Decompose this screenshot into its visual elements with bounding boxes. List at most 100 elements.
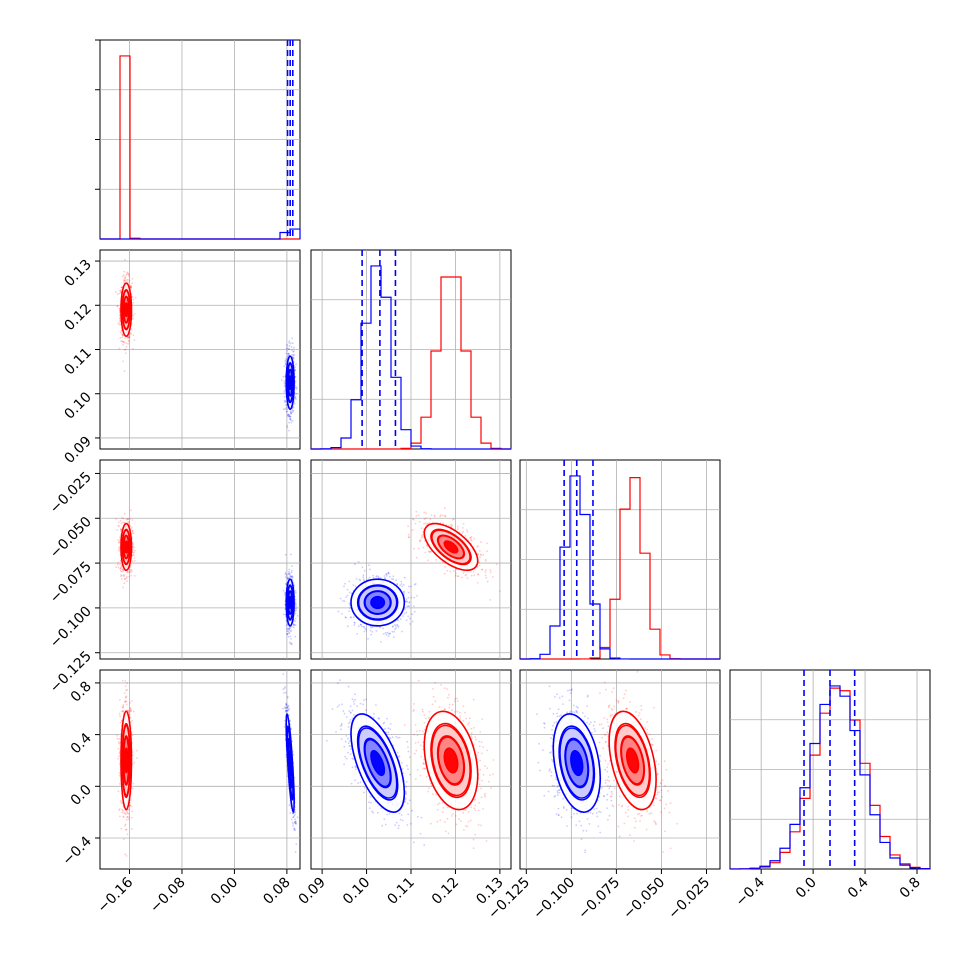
sample-point (353, 622, 356, 624)
sample-point (120, 575, 122, 578)
sample-point (121, 679, 124, 682)
sample-point (126, 517, 129, 520)
sample-point (292, 623, 295, 626)
sample-point (285, 410, 288, 413)
sample-point (118, 738, 120, 740)
sample-point (290, 638, 292, 640)
sample-point (132, 551, 134, 554)
sample-point (485, 576, 488, 579)
sample-point (283, 365, 286, 367)
sample-point (286, 577, 289, 580)
sample-point (294, 598, 297, 601)
sample-point (128, 575, 131, 578)
sample-point (449, 570, 452, 573)
sample-point (385, 573, 387, 576)
sample-point (286, 633, 289, 635)
sample-point (284, 553, 287, 556)
sample-point (424, 551, 427, 554)
sample-point (295, 605, 297, 607)
sample-point (292, 626, 295, 629)
sample-point (118, 540, 121, 543)
sample-point (469, 537, 471, 539)
sample-point (287, 628, 289, 630)
sample-point (294, 396, 296, 399)
sample-point (289, 574, 292, 577)
sample-point (121, 568, 124, 570)
panel-frame (99, 459, 301, 660)
sample-point (294, 602, 297, 605)
sample-point (121, 333, 123, 335)
sample-point (128, 275, 131, 278)
sample-point (294, 591, 297, 594)
sample-point (408, 605, 411, 607)
sample-point (362, 626, 365, 628)
sample-point (361, 566, 364, 569)
sample-point (117, 539, 120, 541)
sample-point (359, 579, 362, 582)
sample-point (352, 584, 355, 586)
sample-point (423, 511, 426, 514)
sample-point (462, 572, 465, 574)
sample-point (287, 636, 290, 638)
sample-point (364, 627, 367, 630)
sample-point (294, 620, 297, 622)
sample-point (478, 550, 481, 552)
sample-point (129, 332, 132, 335)
sample-point (285, 363, 287, 366)
sample-point (133, 546, 136, 549)
sample-point (120, 565, 123, 567)
sample-point (122, 517, 125, 520)
sample-point (375, 630, 378, 632)
sample-point (119, 815, 121, 818)
sample-point (405, 598, 408, 600)
sample-point (290, 421, 293, 424)
sample-point (295, 609, 297, 612)
sample-point (287, 573, 290, 576)
sample-point (397, 619, 400, 621)
sample-point (489, 569, 492, 571)
sample-point (128, 340, 130, 343)
sample-point (356, 633, 359, 635)
sample-point (129, 707, 132, 709)
sample-point (292, 356, 295, 359)
sample-point (280, 379, 283, 382)
sample-point (131, 560, 134, 563)
histogram-line (100, 228, 301, 240)
sample-point (116, 734, 118, 737)
sample-point (132, 782, 135, 785)
sample-point (288, 572, 291, 575)
sample-point (422, 546, 425, 549)
sample-point (348, 610, 351, 612)
sample-point (291, 565, 293, 567)
sample-point (394, 625, 397, 627)
sample-point (119, 289, 121, 292)
sample-point (368, 576, 371, 579)
sample-point (287, 570, 290, 573)
sample-point (120, 570, 123, 573)
sample-point (290, 412, 293, 415)
sample-point (429, 550, 432, 553)
sample-point (348, 580, 351, 583)
sample-point (122, 705, 125, 707)
sample-point (287, 415, 290, 418)
sample-point (341, 613, 343, 615)
sample-point (290, 571, 293, 574)
sample-point (387, 571, 390, 574)
sample-point (122, 360, 124, 363)
sample-point (294, 604, 297, 606)
sample-point (288, 629, 291, 631)
sample-point (409, 617, 411, 620)
sample-point (289, 415, 292, 418)
sample-point (116, 305, 119, 308)
sample-point (484, 569, 487, 571)
sample-point (129, 285, 132, 288)
sample-point (117, 741, 120, 744)
sample-point (129, 707, 132, 710)
sample-point (122, 570, 125, 573)
sample-point (116, 293, 119, 296)
sample-point (133, 313, 136, 315)
sample-point (292, 406, 295, 409)
sample-point (121, 811, 124, 814)
sample-point (129, 569, 132, 572)
sample-point (288, 421, 290, 424)
